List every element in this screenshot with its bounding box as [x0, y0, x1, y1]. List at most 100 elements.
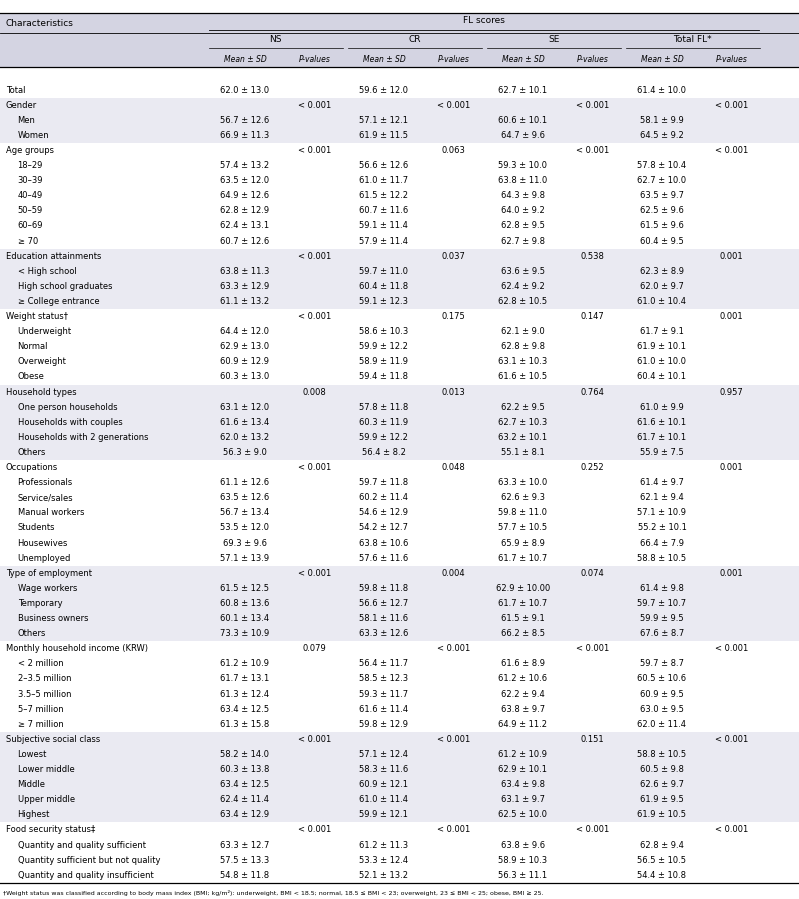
- Text: 63.8 ± 10.6: 63.8 ± 10.6: [360, 539, 408, 547]
- Bar: [0, 83, 799, 98]
- Text: 60.5 ± 10.6: 60.5 ± 10.6: [638, 674, 686, 683]
- Text: 2–3.5 million: 2–3.5 million: [18, 674, 71, 683]
- Text: 0.538: 0.538: [581, 252, 604, 261]
- Text: 57.1 ± 13.9: 57.1 ± 13.9: [221, 554, 269, 563]
- Text: 53.3 ± 12.4: 53.3 ± 12.4: [360, 856, 408, 865]
- Text: 58.6 ± 10.3: 58.6 ± 10.3: [360, 327, 408, 336]
- Text: ≥ 70: ≥ 70: [18, 236, 38, 245]
- Text: 58.9 ± 11.9: 58.9 ± 11.9: [360, 358, 408, 367]
- Text: 0.079: 0.079: [303, 645, 326, 654]
- Bar: [0, 354, 799, 369]
- Text: < 0.001: < 0.001: [715, 645, 748, 654]
- Text: Quantity sufficient but not quality: Quantity sufficient but not quality: [18, 856, 160, 865]
- Text: 61.7 ± 10.1: 61.7 ± 10.1: [638, 433, 686, 442]
- Text: Occupations: Occupations: [6, 463, 58, 472]
- Text: 59.7 ± 11.8: 59.7 ± 11.8: [360, 478, 408, 487]
- Text: 64.4 ± 12.0: 64.4 ± 12.0: [221, 327, 269, 336]
- Text: 62.1 ± 9.4: 62.1 ± 9.4: [640, 494, 684, 503]
- Text: 0.175: 0.175: [442, 312, 465, 321]
- Bar: [0, 203, 799, 218]
- Text: 61.7 ± 9.1: 61.7 ± 9.1: [640, 327, 684, 336]
- Text: ≥ 7 million: ≥ 7 million: [18, 720, 63, 729]
- Bar: [0, 596, 799, 611]
- Text: Manual workers: Manual workers: [18, 508, 84, 517]
- Text: 58.3 ± 11.6: 58.3 ± 11.6: [360, 765, 408, 774]
- Text: 63.4 ± 12.9: 63.4 ± 12.9: [221, 810, 269, 819]
- Text: 62.0 ± 11.4: 62.0 ± 11.4: [638, 720, 686, 729]
- Text: 58.8 ± 10.5: 58.8 ± 10.5: [638, 750, 686, 759]
- Text: 59.7 ± 8.7: 59.7 ± 8.7: [640, 659, 684, 668]
- Text: 61.9 ± 10.1: 61.9 ± 10.1: [638, 343, 686, 352]
- Text: 61.3 ± 15.8: 61.3 ± 15.8: [221, 720, 269, 729]
- Text: 57.9 ± 11.4: 57.9 ± 11.4: [360, 236, 408, 245]
- Text: < 0.001: < 0.001: [437, 734, 470, 743]
- Bar: [0, 218, 799, 234]
- Text: < 2 million: < 2 million: [18, 659, 63, 668]
- Bar: [0, 174, 799, 188]
- Text: 61.5 ± 12.2: 61.5 ± 12.2: [360, 191, 408, 200]
- Bar: [0, 98, 799, 112]
- Bar: [0, 717, 799, 732]
- Text: < 0.001: < 0.001: [437, 101, 470, 110]
- Bar: [0, 687, 799, 701]
- Text: 66.9 ± 11.3: 66.9 ± 11.3: [221, 131, 269, 140]
- Bar: [0, 279, 799, 294]
- Text: Total FL*: Total FL*: [674, 35, 712, 44]
- Text: 62.1 ± 9.0: 62.1 ± 9.0: [501, 327, 545, 336]
- Bar: [0, 294, 799, 309]
- Text: 54.6 ± 12.9: 54.6 ± 12.9: [360, 508, 408, 517]
- Text: 62.0 ± 13.0: 62.0 ± 13.0: [221, 85, 269, 94]
- Text: Upper middle: Upper middle: [18, 796, 74, 805]
- Text: Monthly household income (KRW): Monthly household income (KRW): [6, 645, 148, 654]
- Bar: [0, 792, 799, 807]
- Text: 60.9 ± 12.9: 60.9 ± 12.9: [221, 358, 269, 367]
- Text: 62.8 ± 9.8: 62.8 ± 9.8: [501, 343, 545, 352]
- Text: 69.3 ± 9.6: 69.3 ± 9.6: [223, 539, 267, 547]
- Text: 0.001: 0.001: [720, 569, 743, 578]
- Text: 61.5 ± 9.6: 61.5 ± 9.6: [640, 221, 684, 230]
- Text: 62.6 ± 9.3: 62.6 ± 9.3: [501, 494, 545, 503]
- Text: 60.9 ± 12.1: 60.9 ± 12.1: [360, 780, 408, 789]
- Text: 57.1 ± 12.4: 57.1 ± 12.4: [360, 750, 408, 759]
- Text: 61.2 ± 10.9: 61.2 ± 10.9: [221, 659, 269, 668]
- Text: 63.8 ± 9.7: 63.8 ± 9.7: [501, 705, 545, 714]
- Text: 62.2 ± 9.5: 62.2 ± 9.5: [501, 403, 545, 412]
- Text: 59.8 ± 12.9: 59.8 ± 12.9: [360, 720, 408, 729]
- Text: < 0.001: < 0.001: [715, 734, 748, 743]
- Text: Quantity and quality insufficient: Quantity and quality insufficient: [18, 871, 153, 880]
- Text: Professionals: Professionals: [18, 478, 73, 487]
- Text: 62.8 ± 12.9: 62.8 ± 12.9: [221, 207, 269, 216]
- Text: Students: Students: [18, 523, 55, 532]
- Text: Obese: Obese: [18, 372, 45, 381]
- Text: 0.037: 0.037: [442, 252, 465, 261]
- Text: 63.4 ± 12.5: 63.4 ± 12.5: [221, 705, 269, 714]
- Text: Households with couples: Households with couples: [18, 418, 122, 427]
- Text: 63.3 ± 12.7: 63.3 ± 12.7: [221, 841, 269, 850]
- Text: 56.6 ± 12.7: 56.6 ± 12.7: [360, 599, 408, 608]
- Text: 59.3 ± 10.0: 59.3 ± 10.0: [499, 161, 547, 170]
- Text: NS: NS: [269, 35, 282, 44]
- Bar: [0, 550, 799, 565]
- Text: Mean ± SD: Mean ± SD: [502, 55, 544, 64]
- Text: 60.6 ± 10.1: 60.6 ± 10.1: [499, 116, 547, 125]
- Bar: [0, 13, 799, 33]
- Text: Lower middle: Lower middle: [18, 765, 74, 774]
- Text: < 0.001: < 0.001: [298, 252, 331, 261]
- Bar: [0, 838, 799, 852]
- Text: 59.9 ± 12.2: 59.9 ± 12.2: [360, 433, 408, 442]
- Bar: [0, 112, 799, 128]
- Text: 59.4 ± 11.8: 59.4 ± 11.8: [360, 372, 408, 381]
- Bar: [0, 325, 799, 339]
- Bar: [0, 701, 799, 717]
- Text: < 0.001: < 0.001: [576, 146, 609, 155]
- Text: 66.2 ± 8.5: 66.2 ± 8.5: [501, 629, 545, 638]
- Text: 0.252: 0.252: [581, 463, 604, 472]
- Text: 56.6 ± 12.6: 56.6 ± 12.6: [360, 161, 408, 170]
- Text: Mean ± SD: Mean ± SD: [641, 55, 683, 64]
- Text: < 0.001: < 0.001: [437, 825, 470, 834]
- Text: < High school: < High school: [18, 267, 77, 276]
- Text: 61.0 ± 9.9: 61.0 ± 9.9: [640, 403, 684, 412]
- Text: 63.8 ± 11.3: 63.8 ± 11.3: [221, 267, 269, 276]
- Text: 57.6 ± 11.6: 57.6 ± 11.6: [360, 554, 408, 563]
- Text: 61.4 ± 10.0: 61.4 ± 10.0: [638, 85, 686, 94]
